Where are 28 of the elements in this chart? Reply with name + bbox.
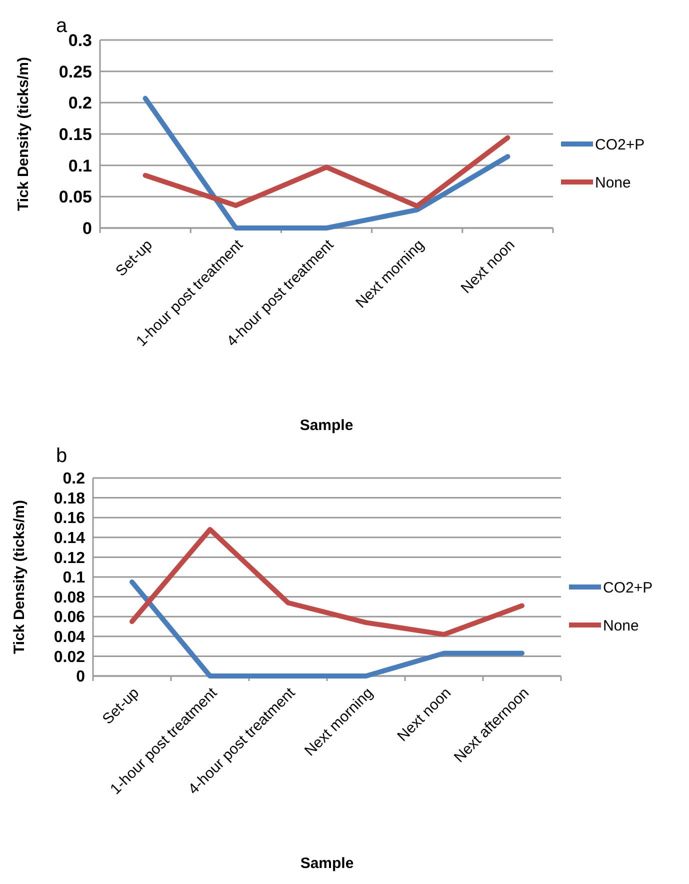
y-axis-title: Tick Density (ticks/m) [11,500,28,654]
y-tick-label: 0.1 [62,570,86,587]
y-tick-label: 0 [76,668,86,686]
y-tick-label: 0.05 [58,188,92,207]
y-tick-label: 0.06 [54,609,86,626]
x-axis-title: Sample [300,417,354,434]
legend-label: CO2+P [595,136,645,154]
y-tick-label: 0.12 [54,550,86,567]
y-tick-label: 0 [82,218,92,238]
y-tick-label: 0.08 [54,589,86,606]
y-tick-label: 0.18 [54,490,86,508]
y-tick-label: 0.3 [68,30,92,50]
x-axis-title: Sample [300,855,354,872]
y-tick-label: 0.14 [54,530,86,547]
y-tick-label: 0.04 [54,629,86,646]
chart-title: a [56,15,68,37]
legend-label: None [603,617,639,634]
legend-label: CO2+P [603,579,653,596]
y-axis-title: Tick Density (ticks/m) [15,57,32,211]
y-tick-label: 0.1 [68,156,92,176]
legend-label: None [595,174,631,192]
y-tick-label: 0.02 [54,648,86,666]
y-tick-label: 0.15 [58,124,92,144]
y-tick-label: 0.25 [58,62,92,82]
y-tick-label: 0.16 [54,510,86,528]
chart-title: b [56,445,68,467]
y-tick-label: 0.2 [68,94,92,113]
y-tick-label: 0.2 [62,470,86,488]
